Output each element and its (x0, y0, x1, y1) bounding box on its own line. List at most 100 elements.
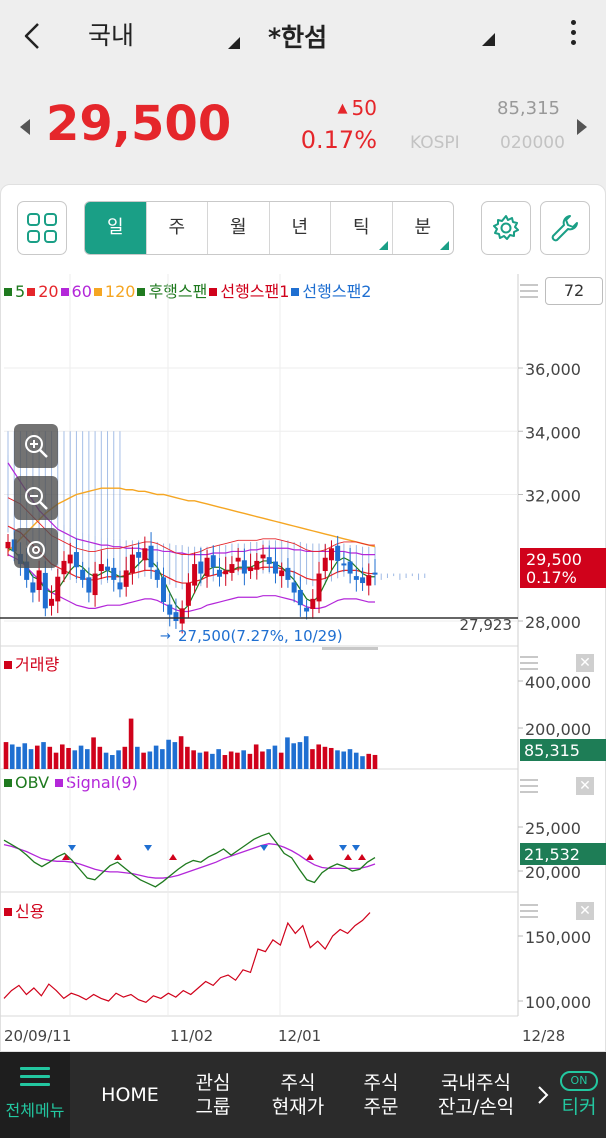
volume-bar (285, 737, 290, 769)
price-change-value: 50 (351, 96, 377, 120)
candle-body (216, 569, 222, 577)
nav-all-menu-label: 전체메뉴 (5, 1101, 65, 1120)
period-tab-4[interactable]: 틱 (331, 202, 393, 254)
volume-bar (316, 744, 322, 769)
nav-ticker[interactable]: ON 티커 (552, 1052, 606, 1138)
nav-stock-quote[interactable]: 주식 현재가 (254, 1052, 342, 1138)
up-triangle-icon: ▲ (337, 101, 348, 116)
nav-all-menu[interactable]: 전체메뉴 (0, 1052, 70, 1138)
period-tab-2[interactable]: 월 (208, 202, 270, 254)
legend-label: OBV (15, 773, 50, 792)
price-pane-menu-icon[interactable] (520, 284, 538, 298)
nav-home[interactable]: HOME (88, 1052, 172, 1138)
volume-bar (178, 736, 184, 769)
candle-body (36, 570, 42, 591)
legend-swatch (209, 288, 218, 296)
menu-icon (20, 1067, 50, 1091)
candle-body (142, 548, 148, 561)
layout-button[interactable] (17, 201, 67, 255)
candle-body (241, 560, 247, 574)
legend-swatch (4, 779, 12, 787)
upper-band-line (7, 497, 375, 556)
volume-current-tag-value: 85,315 (524, 741, 580, 760)
candle-body (266, 557, 272, 565)
candle-body (167, 604, 173, 615)
x-tick-label: 12/01 (278, 1027, 321, 1045)
legend-label: Signal(9) (66, 773, 138, 792)
volume-bar (128, 718, 134, 769)
back-button[interactable] (18, 16, 54, 56)
candle-body (67, 554, 73, 564)
current-price-tag (520, 548, 606, 588)
legend-label: 선행스팬2 (302, 282, 372, 301)
chevron-right-icon[interactable] (536, 1084, 550, 1106)
zoom-in-button[interactable] (14, 424, 58, 468)
period-tab-0[interactable]: 일 (85, 202, 147, 254)
legend-item: 60 (60, 282, 92, 301)
candle-body (123, 570, 129, 587)
ma120-line (7, 487, 376, 552)
chart-settings-button[interactable] (481, 201, 531, 255)
reset-view-button[interactable] (14, 528, 58, 568)
candle-body (279, 570, 285, 577)
next-stock-icon[interactable] (577, 119, 587, 135)
zoom-out-button[interactable] (14, 476, 58, 520)
obv-pane-close-icon[interactable]: ✕ (576, 777, 594, 795)
candle-body (129, 554, 135, 573)
chart-tools-button[interactable] (540, 201, 590, 255)
current-price: 29,500 (46, 96, 232, 152)
market-index-label: KOSPI (410, 133, 460, 153)
stock-selector[interactable]: *한섬 (268, 23, 328, 52)
obv-legend: OBV Signal(9) (4, 773, 144, 792)
nav-stock-order[interactable]: 주식 주문 (348, 1052, 414, 1138)
market-dropdown-icon[interactable] (228, 37, 240, 49)
volume-bar (372, 754, 378, 769)
price-y-tick-label: 36,000 (525, 360, 581, 379)
credit-pane-close-icon[interactable]: ✕ (576, 902, 594, 920)
volume-bar (347, 749, 353, 769)
volume-bar (191, 750, 196, 769)
ticker-toggle[interactable]: ON (560, 1071, 598, 1091)
period-tab-3[interactable]: 년 (270, 202, 331, 254)
volume-bar (78, 745, 84, 769)
market-selector[interactable]: 국내 (88, 21, 135, 50)
period-tab-label: 년 (291, 217, 309, 238)
legend-item: 후행스팬 (137, 282, 207, 301)
nav-watchlist-label: 관심 그룹 (195, 1072, 231, 1118)
volume-bar (116, 750, 121, 769)
period-tab-5[interactable]: 분 (393, 202, 454, 254)
candle-body (73, 552, 79, 568)
candle-body (248, 567, 254, 572)
volume-y-tick-label: 400,000 (525, 673, 591, 692)
candle-body (105, 566, 111, 571)
stock-chart[interactable]: 36,000 34,000 32,000 28,000 27,923 → 27,500(7.… (0, 184, 606, 1052)
volume-bar (241, 750, 246, 769)
price-y-tick-label: 34,000 (525, 423, 581, 442)
prev-stock-icon[interactable] (20, 119, 30, 135)
volume-bar (328, 747, 334, 769)
indicator-count-box[interactable]: 72 (545, 277, 603, 305)
candle-body (192, 564, 198, 586)
nav-home-label: HOME (101, 1084, 159, 1106)
volume-bar (166, 739, 171, 769)
nav-domestic-balance-label: 국내주식 잔고/손익 (437, 1072, 515, 1118)
volume-bar (203, 751, 209, 769)
volume-pane-close-icon[interactable]: ✕ (576, 654, 594, 672)
stock-dropdown-icon[interactable] (482, 33, 495, 46)
volume-bar (216, 749, 221, 769)
volume-value: 85,315 (497, 98, 560, 119)
period-tab-1[interactable]: 주 (147, 202, 208, 254)
price-legend: 5 20 60 120 후행스팬 선행스팬1 선행스팬2 (4, 278, 373, 302)
credit-line (3, 912, 371, 1003)
obv-pane-menu-icon[interactable] (520, 779, 538, 793)
candle-body (161, 577, 167, 603)
credit-pane-menu-icon[interactable] (520, 904, 538, 918)
volume-bar (66, 747, 71, 769)
period-tab-label: 월 (229, 217, 247, 238)
nav-watchlist[interactable]: 관심 그룹 (178, 1052, 248, 1138)
more-menu-icon[interactable] (566, 20, 580, 52)
volume-pane-menu-icon[interactable] (520, 656, 538, 670)
nav-domestic-balance[interactable]: 국내주식 잔고/손익 (420, 1052, 532, 1138)
legend-swatch (93, 288, 102, 296)
ma60-line (7, 462, 375, 556)
